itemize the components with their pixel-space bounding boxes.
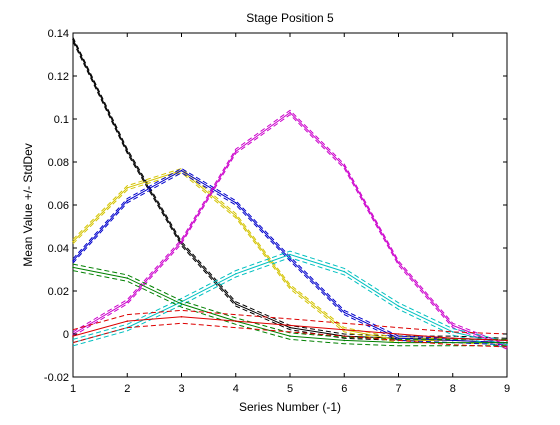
data-point <box>397 262 400 264</box>
series-6 <box>72 263 508 347</box>
data-point <box>126 199 129 202</box>
data-point <box>506 339 508 342</box>
lower-stddev-line <box>72 322 508 348</box>
data-point <box>397 305 400 307</box>
upper-stddev-line <box>72 167 508 341</box>
x-tick-label: 8 <box>450 383 456 395</box>
data-point <box>289 258 291 260</box>
data-point <box>289 285 291 288</box>
x-tick-label: 3 <box>178 383 184 395</box>
data-point <box>289 253 291 256</box>
data-point <box>397 337 400 340</box>
data-point <box>452 341 454 344</box>
y-tick-label: -0.02 <box>44 372 69 384</box>
data-point <box>343 311 346 314</box>
data-point <box>397 341 400 344</box>
data-point <box>235 150 237 153</box>
upper-stddev-line <box>72 109 508 346</box>
data-point <box>235 202 237 204</box>
lower-stddev-line <box>72 41 508 344</box>
data-point <box>72 240 74 243</box>
y-tick-label: 0.12 <box>48 71 69 83</box>
data-point <box>180 169 183 172</box>
x-tick-label: 2 <box>124 383 130 395</box>
y-tick-label: 0.02 <box>48 286 69 298</box>
data-point <box>289 324 291 327</box>
data-point <box>452 331 454 333</box>
data-point <box>289 111 291 114</box>
data-point <box>397 333 400 335</box>
data-point <box>235 320 237 322</box>
data-point <box>235 273 237 275</box>
y-axis-label: Mean Value +/- StdDev <box>21 143 35 267</box>
data-point <box>180 240 183 243</box>
y-tick-label: 0.14 <box>48 28 69 40</box>
data-point <box>343 270 346 273</box>
lower-stddev-line <box>72 270 507 347</box>
data-point <box>452 339 454 342</box>
y-tick-label: 0.08 <box>48 157 69 169</box>
y-tick-label: 0.06 <box>48 200 69 212</box>
data-point <box>72 335 74 337</box>
x-axis-label: Series Number (-1) <box>239 400 341 414</box>
data-point <box>126 320 129 322</box>
lower-stddev-line <box>72 172 508 346</box>
data-point <box>72 38 74 41</box>
series-7 <box>72 309 508 348</box>
data-point <box>126 277 129 279</box>
tick-layer: 1 2 3 4 5 6 7 8 9 -0.02 0 0.02 0.04 0.06 0.08 0.1 0.12 0.… <box>44 28 510 395</box>
data-point <box>506 344 508 346</box>
data-point <box>235 215 237 217</box>
lower-stddev-line <box>72 257 508 349</box>
data-point <box>180 301 183 303</box>
y-tick-label: 0.1 <box>54 114 69 126</box>
x-tick-label: 1 <box>70 383 76 395</box>
y-tick-label: 0 <box>63 329 69 341</box>
chart-title: Stage Position 5 <box>246 11 334 25</box>
data-point <box>72 266 74 269</box>
data-point <box>72 260 74 262</box>
series-layer <box>72 37 508 350</box>
data-point <box>126 187 129 189</box>
upper-stddev-line <box>72 263 507 340</box>
x-tick-label: 6 <box>341 383 347 395</box>
data-point <box>289 335 291 337</box>
upper-stddev-line <box>72 309 508 335</box>
data-point <box>126 301 129 303</box>
x-tick-label: 7 <box>395 383 401 395</box>
data-point <box>452 337 454 340</box>
x-tick-label: 9 <box>504 383 510 395</box>
data-point <box>343 165 346 168</box>
data-point <box>126 150 129 153</box>
y-tick-label: 0.04 <box>48 243 69 255</box>
data-point <box>180 303 183 305</box>
data-point <box>343 328 346 331</box>
data-point <box>180 316 183 318</box>
data-point <box>506 341 508 344</box>
data-point <box>289 326 291 329</box>
data-point <box>343 339 346 342</box>
series-5 <box>72 250 508 349</box>
x-tick-label: 4 <box>233 383 239 395</box>
data-point <box>235 303 237 305</box>
data-point <box>452 324 454 327</box>
series-3 <box>72 167 508 346</box>
x-tick-label: 5 <box>287 383 293 395</box>
upper-stddev-line <box>72 250 508 342</box>
